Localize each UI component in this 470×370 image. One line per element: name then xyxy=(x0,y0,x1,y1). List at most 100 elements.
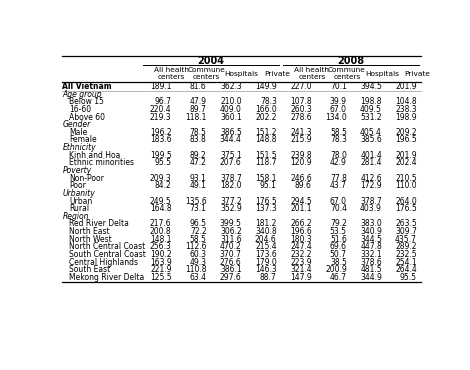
Text: 352.9: 352.9 xyxy=(220,204,242,213)
Text: 239.8: 239.8 xyxy=(290,151,312,160)
Text: 394.5: 394.5 xyxy=(360,82,382,91)
Text: 72.2: 72.2 xyxy=(190,227,207,236)
Text: 278.6: 278.6 xyxy=(290,112,312,121)
Text: 232.2: 232.2 xyxy=(290,250,312,259)
Text: 93.1: 93.1 xyxy=(190,174,207,183)
Text: 232.5: 232.5 xyxy=(395,250,417,259)
Text: 107.8: 107.8 xyxy=(290,97,312,106)
Text: 147.9: 147.9 xyxy=(290,273,312,282)
Text: 221.9: 221.9 xyxy=(150,265,172,274)
Text: Commune
centers: Commune centers xyxy=(188,67,226,80)
Text: 2008: 2008 xyxy=(337,56,365,66)
Text: 69.6: 69.6 xyxy=(330,242,347,251)
Text: 73.1: 73.1 xyxy=(190,204,207,213)
Text: 386.5: 386.5 xyxy=(220,128,242,137)
Text: 311.6: 311.6 xyxy=(220,235,242,244)
Text: 180.3: 180.3 xyxy=(290,235,312,244)
Text: 246.6: 246.6 xyxy=(290,174,312,183)
Text: 95.1: 95.1 xyxy=(260,181,277,190)
Text: 227.0: 227.0 xyxy=(290,82,312,91)
Text: 289.2: 289.2 xyxy=(395,242,417,251)
Text: 409.0: 409.0 xyxy=(220,105,242,114)
Text: South East: South East xyxy=(69,265,110,274)
Text: 199.5: 199.5 xyxy=(150,151,172,160)
Text: 148.8: 148.8 xyxy=(255,135,277,144)
Text: 309.7: 309.7 xyxy=(395,227,417,236)
Text: 89.6: 89.6 xyxy=(295,181,312,190)
Text: 146.3: 146.3 xyxy=(255,265,277,274)
Text: Ethnic minorities: Ethnic minorities xyxy=(69,158,134,167)
Text: 50.7: 50.7 xyxy=(330,250,347,259)
Text: 78.5: 78.5 xyxy=(190,128,207,137)
Text: 172.9: 172.9 xyxy=(360,181,382,190)
Text: 297.6: 297.6 xyxy=(220,273,242,282)
Text: 223.9: 223.9 xyxy=(290,258,312,267)
Text: Poverty: Poverty xyxy=(63,166,92,175)
Text: 81.6: 81.6 xyxy=(190,82,207,91)
Text: 209.3: 209.3 xyxy=(150,174,172,183)
Text: 39.9: 39.9 xyxy=(330,97,347,106)
Text: 164.8: 164.8 xyxy=(150,204,172,213)
Text: 95.5: 95.5 xyxy=(400,273,417,282)
Text: 190.2: 190.2 xyxy=(150,250,172,259)
Text: 110.0: 110.0 xyxy=(395,181,417,190)
Text: 378.6: 378.6 xyxy=(360,258,382,267)
Text: 409.5: 409.5 xyxy=(360,105,382,114)
Text: 202.2: 202.2 xyxy=(255,112,277,121)
Text: 79.2: 79.2 xyxy=(330,219,347,228)
Text: 42.9: 42.9 xyxy=(330,158,347,167)
Text: 412.6: 412.6 xyxy=(360,174,382,183)
Text: 176.5: 176.5 xyxy=(255,196,277,205)
Text: 377.2: 377.2 xyxy=(220,196,242,205)
Text: 215.9: 215.9 xyxy=(290,135,312,144)
Text: 151.2: 151.2 xyxy=(255,128,277,137)
Text: 158.1: 158.1 xyxy=(255,174,277,183)
Text: All Vietnam: All Vietnam xyxy=(63,82,112,91)
Text: 183.6: 183.6 xyxy=(150,135,172,144)
Text: 378.7: 378.7 xyxy=(360,196,382,205)
Text: 264.0: 264.0 xyxy=(395,196,417,205)
Text: 78.3: 78.3 xyxy=(330,135,347,144)
Text: Red River Delta: Red River Delta xyxy=(69,219,129,228)
Text: 189.1: 189.1 xyxy=(150,82,172,91)
Text: 201.9: 201.9 xyxy=(395,82,417,91)
Text: 247.4: 247.4 xyxy=(290,242,312,251)
Text: 207.6: 207.6 xyxy=(220,158,242,167)
Text: 137.3: 137.3 xyxy=(255,204,277,213)
Text: 435.7: 435.7 xyxy=(395,235,417,244)
Text: 481.5: 481.5 xyxy=(360,265,382,274)
Text: North Central Coast: North Central Coast xyxy=(69,242,145,251)
Text: 135.6: 135.6 xyxy=(185,196,207,205)
Text: Ethnicity: Ethnicity xyxy=(63,143,96,152)
Text: 266.2: 266.2 xyxy=(290,219,312,228)
Text: 344.9: 344.9 xyxy=(360,273,382,282)
Text: 196.2: 196.2 xyxy=(150,128,172,137)
Text: South Central Coast: South Central Coast xyxy=(69,250,146,259)
Text: 332.1: 332.1 xyxy=(360,250,382,259)
Text: 370.7: 370.7 xyxy=(220,250,242,259)
Text: 51.6: 51.6 xyxy=(330,235,347,244)
Text: 118.7: 118.7 xyxy=(255,158,277,167)
Text: 362.3: 362.3 xyxy=(220,82,242,91)
Text: 263.5: 263.5 xyxy=(395,219,417,228)
Text: Private: Private xyxy=(404,71,430,77)
Text: 306.2: 306.2 xyxy=(220,227,242,236)
Text: 70.1: 70.1 xyxy=(330,82,347,91)
Text: 198.8: 198.8 xyxy=(360,97,382,106)
Text: 104.8: 104.8 xyxy=(395,97,417,106)
Text: 49.3: 49.3 xyxy=(189,258,207,267)
Text: 89.2: 89.2 xyxy=(190,151,207,160)
Text: 220.4: 220.4 xyxy=(150,105,172,114)
Text: 276.6: 276.6 xyxy=(220,258,242,267)
Text: 375.1: 375.1 xyxy=(220,151,242,160)
Text: 95.5: 95.5 xyxy=(155,158,172,167)
Text: Private: Private xyxy=(264,71,290,77)
Text: 151.5: 151.5 xyxy=(255,151,277,160)
Text: Hospitals: Hospitals xyxy=(225,71,258,77)
Text: 84.2: 84.2 xyxy=(155,181,172,190)
Text: 196.5: 196.5 xyxy=(395,135,417,144)
Text: 182.0: 182.0 xyxy=(220,181,242,190)
Text: 202.4: 202.4 xyxy=(395,158,417,167)
Text: 360.1: 360.1 xyxy=(220,112,242,121)
Text: 38.5: 38.5 xyxy=(330,258,347,267)
